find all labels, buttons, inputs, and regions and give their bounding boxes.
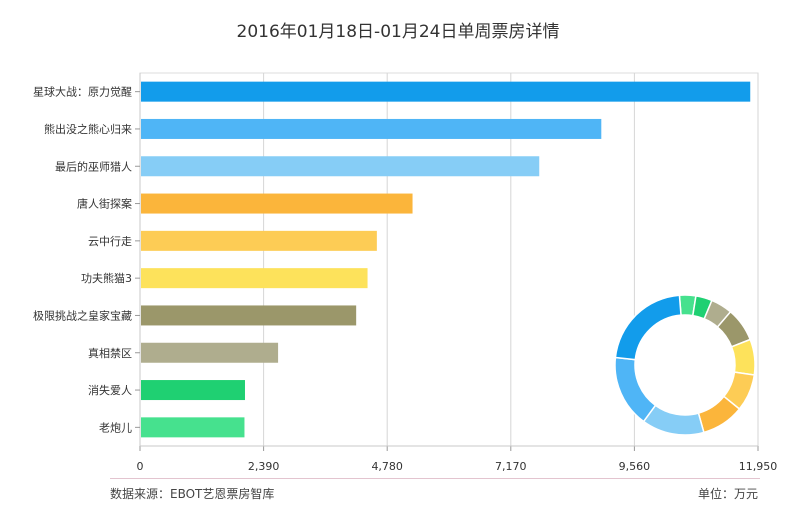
category-label: 最后的巫师猎人 [55,159,132,173]
bar [141,193,413,214]
category-label: 唐人街探案 [77,197,132,211]
category-label: 极限挑战之皇家宝藏 [33,308,132,322]
chart-title: 2016年01月18日-01月24日单周票房详情 [237,22,560,42]
x-tick-label: 9,560 [619,460,651,473]
x-tick-label: 2,390 [248,460,280,473]
bar [141,118,602,139]
bar [141,268,368,289]
category-label: 星球大战：原力觉醒 [33,85,132,99]
unit-label: 单位：万元 [698,487,759,501]
bar [141,156,540,177]
donut-slice [730,338,756,376]
x-tick-label: 7,170 [495,460,527,473]
donut-slice [614,294,682,361]
x-tick-labels: 0 2,390 4,780 7,170 9,560 11,950 [137,460,778,473]
bar [141,230,377,251]
bar [141,342,279,363]
bar [141,305,357,326]
bars [141,81,751,438]
bar [141,380,245,401]
x-tick-label: 11,950 [739,460,778,473]
bar [141,81,751,102]
bar [141,417,245,438]
data-source: 数据来源：EBOT艺恩票房智库 [110,487,275,501]
donut-inset [614,294,756,436]
category-label: 功夫熊猫3 [81,271,132,285]
category-label: 熊出没之熊心归来 [44,122,132,136]
x-tick-label: 0 [137,460,144,473]
category-label: 云中行走 [88,235,132,248]
category-label: 消失爱人 [88,383,132,397]
category-label: 老炮儿 [99,421,132,434]
donut-slice [614,356,657,423]
category-label: 真相禁区 [88,346,132,360]
footer-divider [110,478,760,479]
x-tick-label: 4,780 [371,460,403,473]
